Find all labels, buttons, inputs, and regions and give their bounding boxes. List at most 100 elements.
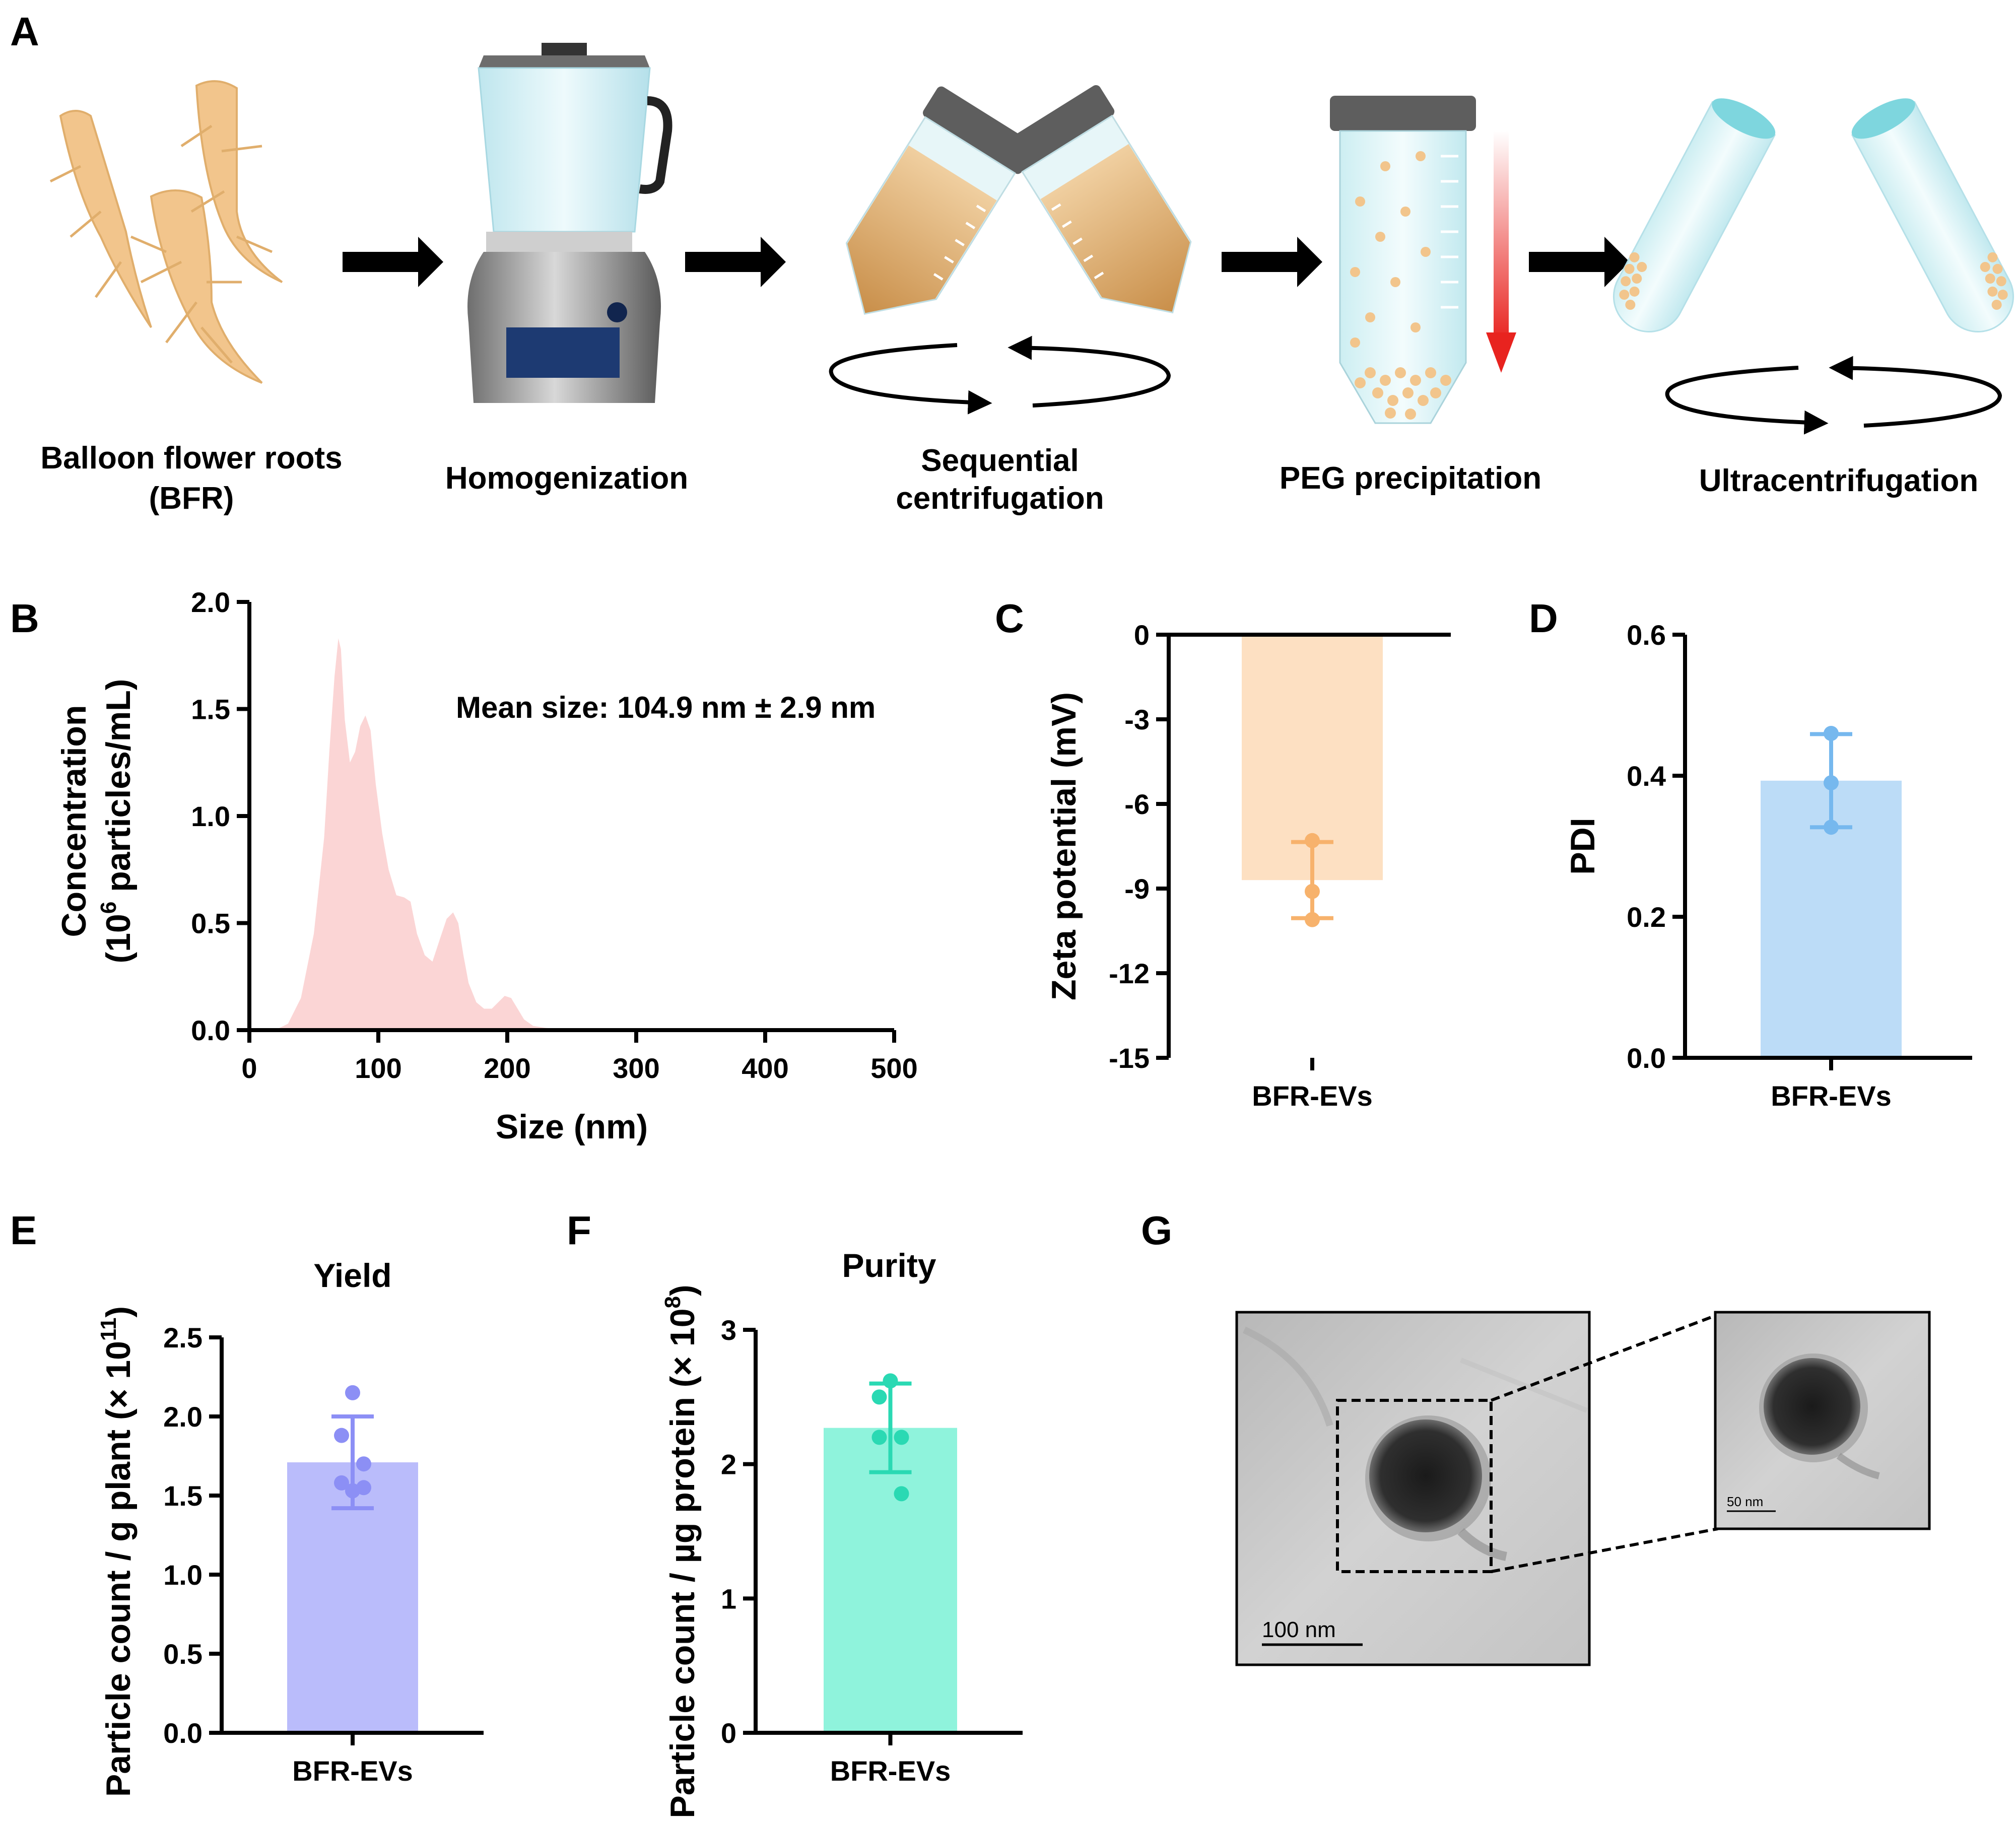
f-y-tick-label: 2: [721, 1449, 736, 1480]
f-data-point: [871, 1430, 887, 1445]
f-chart-title: Purity: [842, 1247, 936, 1284]
ultracentrifuge-tubes-illustration: [1612, 98, 2014, 435]
panel-a: A Balloon flower roots (BFR): [10, 9, 2014, 516]
e-data-point: [334, 1428, 349, 1443]
e-data-point: [356, 1456, 371, 1472]
f-data-point: [894, 1486, 909, 1502]
b-area-series: [275, 638, 598, 1030]
panel-label-d: D: [1529, 596, 1558, 641]
arrow-3-icon: [1222, 237, 1322, 287]
blender-illustration: [467, 43, 673, 403]
zoom-connector-top: [1490, 1313, 1719, 1402]
panel-label-c: C: [995, 596, 1024, 641]
e-y-tick-label: 1.5: [163, 1480, 203, 1512]
f-chart-marks: 0 1 2 3 BFR-EVs: [721, 1314, 1023, 1787]
tem-zoom-region-box: [1336, 1399, 1493, 1573]
arrow-4-icon: [1529, 237, 1630, 287]
e-data-point: [334, 1475, 349, 1491]
b-x-axis-label: Size (nm): [496, 1108, 648, 1146]
c-y-tick-label: -9: [1124, 873, 1150, 905]
e-category-label: BFR-EVs: [292, 1755, 413, 1787]
c-y-tick-label: -3: [1124, 704, 1150, 735]
rotation-arrows-icon: [829, 335, 1171, 415]
f-data-point: [871, 1389, 887, 1405]
d-data-point: [1824, 820, 1839, 835]
e-data-point: [345, 1483, 360, 1499]
d-y-axis-label: PDI: [1564, 818, 1602, 874]
b-y-tick-label: 2.0: [191, 586, 230, 618]
step-1-label-line1: Balloon flower roots: [40, 441, 342, 476]
b-y-axis-label-line1: Concentration: [55, 705, 93, 937]
step-4-label: PEG precipitation: [1280, 461, 1541, 496]
b-x-tick-label: 200: [484, 1052, 530, 1084]
c-y-tick-label: -6: [1124, 788, 1150, 820]
step-3-label-line2: centrifugation: [896, 481, 1104, 516]
b-y-tick-label: 1.0: [191, 800, 230, 832]
f-y-tick-label: 3: [721, 1314, 736, 1346]
b-y-axis-label-line2: (106 particles/mL): [96, 679, 138, 964]
panel-b-size-distribution-chart: B 0.0 0.5 1.0 1.5 2.0 0 100 200 300 400 500 Mean …: [10, 586, 918, 1146]
f-y-tick-label: 0: [721, 1717, 736, 1749]
arrow-1-icon: [343, 237, 443, 287]
e-y-tick-label: 2.0: [163, 1401, 203, 1433]
panel-c-zeta-chart: C 0 -3 -6 -9 -12 -15 BFR-EVs Zeta potential (m…: [995, 596, 1451, 1112]
panel-label-f: F: [567, 1208, 591, 1253]
panel-e-yield-chart: E Yield 0.0 0.5 1.0 1.5 2.0 2.5 BFR-EVs Partic…: [10, 1208, 484, 1797]
e-y-tick-label: 2.5: [163, 1322, 203, 1354]
balloon-flower-roots-illustration: [49, 80, 283, 384]
b-y-tick-label: 0.0: [191, 1014, 230, 1046]
e-y-tick-label: 1.0: [163, 1559, 203, 1591]
d-chart-marks: 0.0 0.2 0.4 0.6 BFR-EVs: [1627, 619, 1972, 1112]
e-y-tick-label: 0.5: [163, 1638, 203, 1670]
step-3-label-line1: Sequential: [921, 443, 1079, 478]
c-category-label: BFR-EVs: [1252, 1080, 1373, 1112]
d-category-label: BFR-EVs: [1771, 1080, 1892, 1112]
b-y-tick-label: 0.5: [191, 908, 230, 939]
tem-zoom-image: 50 nm: [1714, 1311, 1931, 1530]
panel-label-e: E: [10, 1208, 37, 1253]
d-data-point: [1824, 775, 1839, 790]
arrow-2-icon: [685, 237, 786, 287]
c-chart-marks: 0 -3 -6 -9 -12 -15 BFR-EVs: [1109, 619, 1451, 1112]
f-y-tick-label: 1: [721, 1583, 736, 1614]
f-y-axis-label: Particle count / µg protein (× 108): [660, 1284, 702, 1818]
red-gradient-arrow: [1494, 131, 1509, 343]
panel-label-g: G: [1141, 1208, 1172, 1253]
e-chart-marks: 0.0 0.5 1.0 1.5 2.0 2.5 BFR-EVs: [163, 1322, 484, 1787]
b-x-tick-label: 500: [870, 1052, 917, 1084]
step-5-label: Ultracentrifugation: [1699, 463, 1979, 498]
panel-f-purity-chart: F Purity 0 1 2 3 BFR-EVs Particle count / µg…: [567, 1208, 1023, 1818]
e-chart-title: Yield: [313, 1257, 391, 1294]
c-data-point: [1305, 884, 1320, 899]
b-x-tick-label: 400: [742, 1052, 788, 1084]
d-data-point: [1824, 726, 1839, 741]
panel-label-b: B: [10, 596, 39, 641]
e-y-tick-label: 0.0: [163, 1717, 203, 1749]
d-y-tick-label: 0.2: [1627, 901, 1666, 933]
panel-g-tem-images: G 100 nm 50 nm: [1141, 1208, 1931, 1666]
step-1-label-line2: (BFR): [149, 481, 234, 516]
ultra-rotation-arrows-icon: [1665, 356, 2002, 435]
b-x-tick-labels: 0 100 200 300 400 500: [241, 1030, 918, 1084]
b-annotation: Mean size: 104.9 nm ± 2.9 nm: [456, 691, 876, 724]
f-data-point: [883, 1373, 898, 1389]
tem-scale-zoom-label: 50 nm: [1727, 1494, 1763, 1509]
c-y-axis-label: Zeta potential (mV): [1045, 692, 1083, 1000]
b-x-tick-label: 0: [241, 1052, 257, 1084]
f-category-label: BFR-EVs: [830, 1755, 951, 1787]
tem-main-image: 100 nm: [1235, 1311, 1591, 1666]
d-y-tick-label: 0.6: [1627, 619, 1666, 651]
c-y-tick-label: -12: [1109, 958, 1150, 989]
c-y-tick-label: 0: [1134, 619, 1150, 651]
d-y-tick-label: 0.4: [1627, 760, 1666, 792]
c-data-point: [1305, 833, 1320, 848]
root-left: [59, 110, 152, 328]
panel-d-pdi-chart: D 0.0 0.2 0.4 0.6 BFR-EVs PDI: [1529, 596, 1972, 1112]
f-data-point: [894, 1430, 909, 1445]
root-center: [150, 189, 263, 384]
b-x-tick-label: 300: [613, 1052, 659, 1084]
root-right: [195, 80, 283, 283]
b-y-tick-label: 1.5: [191, 694, 230, 725]
c-data-point: [1305, 912, 1320, 927]
